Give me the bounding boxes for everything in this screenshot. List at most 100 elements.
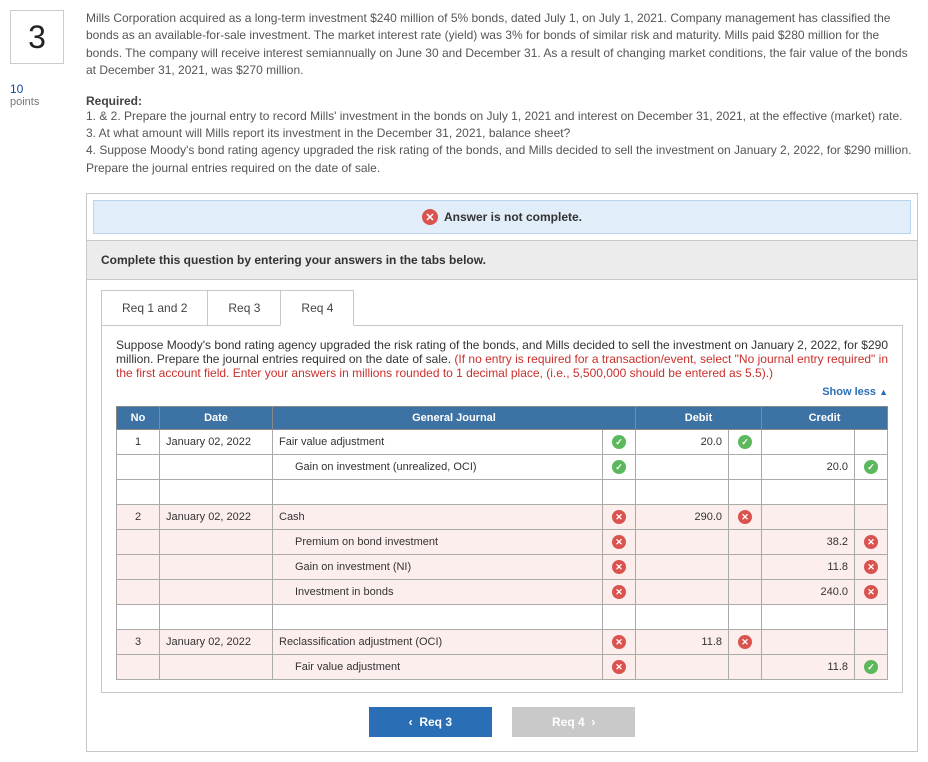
prev-label: Req 3	[419, 715, 452, 729]
row-status-icon: ✕	[603, 555, 636, 580]
required-item-4: 4. Suppose Moody's bond rating agency up…	[86, 142, 918, 177]
x-icon: ✕	[612, 660, 626, 674]
journal-body: 1 January 02, 2022 Fair value adjustment…	[117, 430, 888, 680]
th-debit: Debit	[636, 407, 762, 430]
cell-credit[interactable]: 38.2	[762, 530, 855, 555]
cell-credit[interactable]	[762, 430, 855, 455]
table-row: Investment in bonds ✕ 240.0 ✕	[117, 580, 888, 605]
cell-account[interactable]: Gain on investment (unrealized, OCI)	[273, 455, 603, 480]
cell-date[interactable]: January 02, 2022	[160, 630, 273, 655]
required-item-3: 3. At what amount will Mills report its …	[86, 125, 918, 142]
cell-account[interactable]: Investment in bonds	[273, 580, 603, 605]
check-icon: ✓	[864, 660, 878, 674]
amt-status-icon: ✕	[729, 630, 762, 655]
check-icon: ✓	[612, 460, 626, 474]
question-number: 3	[10, 10, 64, 64]
cell-account[interactable]: Premium on bond investment	[273, 530, 603, 555]
x-icon: ✕	[612, 535, 626, 549]
tab-instructions: Suppose Moody's bond rating agency upgra…	[116, 338, 888, 380]
cell-credit[interactable]	[762, 505, 855, 530]
required-list: 1. & 2. Prepare the journal entry to rec…	[86, 108, 918, 178]
cell-date[interactable]: January 02, 2022	[160, 430, 273, 455]
triangle-up-icon: ▲	[879, 387, 888, 397]
x-icon: ✕	[864, 585, 878, 599]
points-label: points	[10, 96, 70, 108]
amt-status-icon: ✓	[729, 430, 762, 455]
cell-account[interactable]: Fair value adjustment	[273, 655, 603, 680]
row-status-icon: ✓	[603, 455, 636, 480]
points-value: 10	[10, 82, 70, 96]
cell-credit[interactable]: 11.8	[762, 555, 855, 580]
th-no: No	[117, 407, 160, 430]
cell-no: 3	[117, 630, 160, 655]
table-row: Premium on bond investment ✕ 38.2 ✕	[117, 530, 888, 555]
cell-account[interactable]: Cash	[273, 505, 603, 530]
tab-body: Suppose Moody's bond rating agency upgra…	[101, 325, 903, 693]
next-button[interactable]: Req 4 ›	[512, 707, 635, 737]
th-general-journal: General Journal	[273, 407, 636, 430]
cell-credit[interactable]: 240.0	[762, 580, 855, 605]
check-icon: ✓	[864, 460, 878, 474]
check-icon: ✓	[738, 435, 752, 449]
x-icon: ✕	[612, 585, 626, 599]
cell-debit[interactable]: 20.0	[636, 430, 729, 455]
alert-text: Answer is not complete.	[444, 210, 582, 224]
row-status-icon: ✕	[603, 580, 636, 605]
amt-status-icon: ✕	[729, 505, 762, 530]
amt-status-icon: ✓	[855, 655, 888, 680]
content-column: Mills Corporation acquired as a long-ter…	[86, 10, 918, 752]
th-date: Date	[160, 407, 273, 430]
amt-status-icon	[855, 430, 888, 455]
amt-status-icon: ✕	[855, 530, 888, 555]
table-row-blank	[117, 480, 888, 505]
chevron-right-icon: ›	[591, 715, 595, 729]
tab-req-4[interactable]: Req 4	[280, 290, 354, 326]
amt-status-icon: ✕	[855, 555, 888, 580]
prev-button[interactable]: ‹ Req 3	[369, 707, 492, 737]
row-status-icon: ✕	[603, 505, 636, 530]
table-row: 3 January 02, 2022 Reclassification adju…	[117, 630, 888, 655]
left-column: 3 10 points	[10, 10, 70, 752]
table-row: Gain on investment (unrealized, OCI) ✓ 2…	[117, 455, 888, 480]
required-heading: Required:	[86, 94, 918, 108]
table-row: Fair value adjustment ✕ 11.8 ✓	[117, 655, 888, 680]
alert-incomplete: ✕ Answer is not complete.	[93, 200, 911, 234]
chevron-left-icon: ‹	[409, 715, 413, 729]
table-row: 2 January 02, 2022 Cash ✕ 290.0 ✕	[117, 505, 888, 530]
required-item-1-2: 1. & 2. Prepare the journal entry to rec…	[86, 108, 918, 125]
row-status-icon: ✕	[603, 655, 636, 680]
x-icon: ✕	[738, 635, 752, 649]
check-icon: ✓	[612, 435, 626, 449]
cell-no: 1	[117, 430, 160, 455]
cell-account[interactable]: Gain on investment (NI)	[273, 555, 603, 580]
page: 3 10 points Mills Corporation acquired a…	[10, 10, 918, 752]
show-less-toggle[interactable]: Show less ▲	[116, 386, 888, 398]
cell-debit[interactable]: 290.0	[636, 505, 729, 530]
row-status-icon: ✕	[603, 630, 636, 655]
x-icon: ✕	[738, 510, 752, 524]
row-status-icon: ✕	[603, 530, 636, 555]
table-row-blank	[117, 605, 888, 630]
x-icon: ✕	[612, 560, 626, 574]
tab-req-1-2[interactable]: Req 1 and 2	[101, 290, 208, 326]
table-row: 1 January 02, 2022 Fair value adjustment…	[117, 430, 888, 455]
cell-debit[interactable]: 11.8	[636, 630, 729, 655]
cell-credit[interactable]: 20.0	[762, 455, 855, 480]
problem-text: Mills Corporation acquired as a long-ter…	[86, 10, 918, 80]
show-less-label: Show less	[822, 386, 876, 398]
tabs: Req 1 and 2 Req 3 Req 4	[87, 280, 917, 326]
th-credit: Credit	[762, 407, 888, 430]
row-status-icon: ✓	[603, 430, 636, 455]
x-icon: ✕	[612, 510, 626, 524]
cell-debit[interactable]	[636, 455, 729, 480]
amt-status-icon: ✓	[855, 455, 888, 480]
amt-status-icon: ✕	[855, 580, 888, 605]
tab-req-3[interactable]: Req 3	[207, 290, 281, 326]
cell-date[interactable]: January 02, 2022	[160, 505, 273, 530]
cell-account[interactable]: Reclassification adjustment (OCI)	[273, 630, 603, 655]
answer-container: ✕ Answer is not complete. Complete this …	[86, 193, 918, 752]
cell-account[interactable]: Fair value adjustment	[273, 430, 603, 455]
nav-buttons: ‹ Req 3 Req 4 ›	[87, 707, 917, 751]
next-label: Req 4	[552, 715, 585, 729]
cell-credit[interactable]: 11.8	[762, 655, 855, 680]
